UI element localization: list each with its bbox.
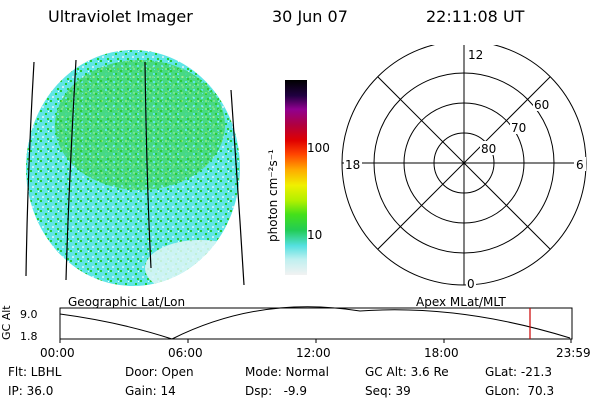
timeline-ytick-max: 9.0 [20,308,38,321]
lat-label-70: 70 [511,121,526,135]
dsp-info: Dsp: -9.9 [245,384,308,398]
meridian-line [25,61,35,277]
app-title: Ultraviolet Imager [48,7,193,26]
time-label: 22:11:08 UT [426,7,525,26]
mode-info: Mode: Normal [245,365,329,379]
colorbar-unit-text: photon cm⁻²s⁻¹ [266,149,280,242]
timeline-right-label: Apex MLat/MLT [416,295,506,309]
mlt-label-6: 6 [576,158,584,172]
gain-info: Gain: 14 [125,384,176,398]
timeline-xtick-2359: 23:59 [556,346,591,360]
auroral-disc [26,50,240,286]
seq-info: Seq: 39 [365,384,411,398]
timeline-xtick-1200: 12:00 [296,346,331,360]
altitude-curve [59,306,571,340]
lat-label-80: 80 [481,142,496,156]
colorbar-tick-100: 100 [307,141,330,155]
colorbar-axis-label: photon cm⁻²s⁻¹ [266,149,280,242]
lat-label-60: 60 [534,98,549,112]
mlt-label-12: 12 [468,48,483,62]
mlt-line-diagonal [377,76,551,250]
mlt-label-18: 18 [345,158,360,172]
auroral-image-panel [25,50,245,286]
door-info: Door: Open [125,365,194,379]
meridian-line [230,89,245,286]
colorbar [285,80,307,275]
timeline-y-axis-label: GC Alt [0,305,13,340]
filter-info: Flt: LBHL [8,365,62,379]
timeline-ytick-min: 1.8 [20,330,38,343]
colorbar-tick-10: 10 [307,228,323,242]
timeline-xtick-0000: 00:00 [40,346,75,360]
polar-grid: 12 6 0 18 60 70 80 [341,45,587,290]
meridian-line [65,59,77,281]
timeline-left-label: Geographic Lat/Lon [68,295,186,309]
timeline-frame [59,307,573,340]
meridian-line [144,61,152,269]
altitude-timeline: GC Alt 9.0 1.8 [0,305,573,343]
glat-info: GLat: -21.3 [485,365,552,379]
timeline-xtick-1800: 18:00 [424,346,459,360]
gc-alt-info: GC Alt: 3.6 Re [365,365,449,379]
glon-info: GLon: 70.3 [485,384,555,398]
timeline-xtick-0600: 06:00 [168,346,203,360]
ip-info: IP: 36.0 [8,384,54,398]
date-label: 30 Jun 07 [272,7,348,26]
mlt-label-0: 0 [467,277,475,290]
